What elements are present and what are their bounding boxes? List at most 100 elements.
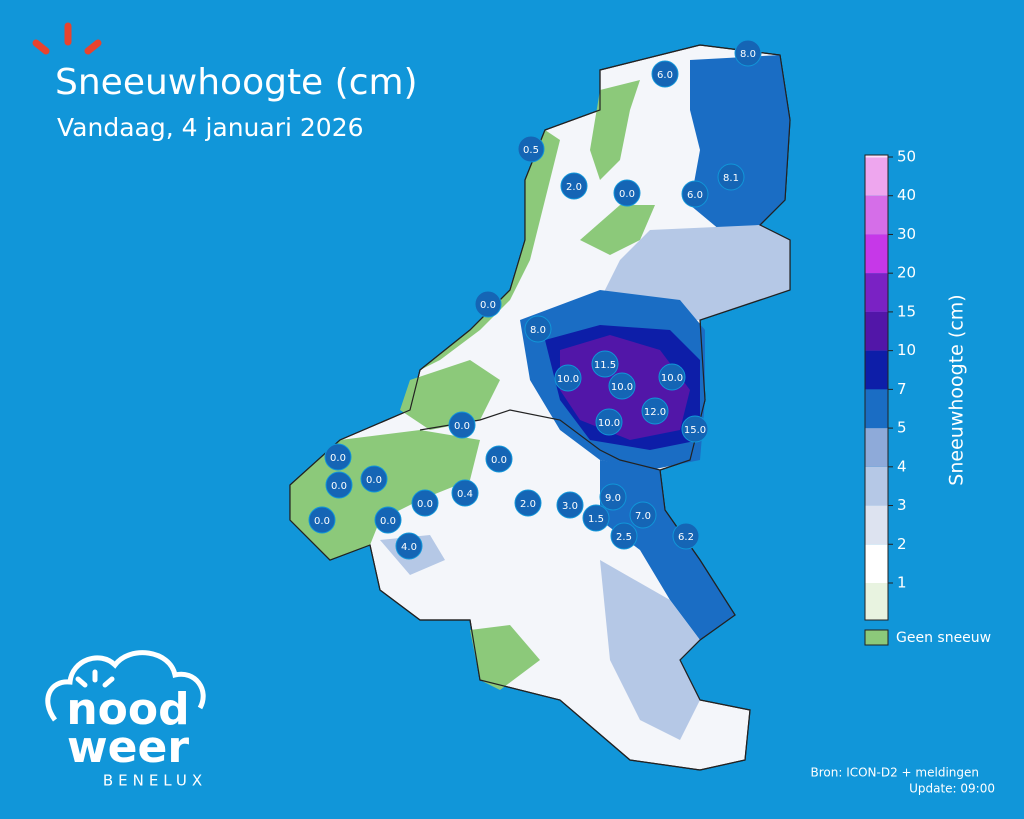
station-value: 0.0 [454,421,470,432]
station: 0.0 [613,179,641,207]
station-bubble [613,179,641,207]
station-bubble [610,522,638,550]
colorbar-frame [864,154,889,621]
colorbar-segment [865,350,888,390]
station: 8.0 [524,315,552,343]
colorbar-segment [865,583,888,620]
colorbar-top [865,155,888,158]
land-border [289,44,791,771]
legend: 1 2 3 4 5 7 10 15 20 30 40 50 [864,148,916,621]
station: 0.0 [325,471,353,499]
station: 8.0 [734,39,762,67]
colorbar-segment [865,428,888,467]
station-bubble [514,489,542,517]
station-bubble [360,465,388,493]
station-value: 0.0 [331,481,347,492]
station-bubble [734,39,762,67]
station-value: 0.0 [417,499,433,510]
no-snow-friesland [590,80,640,180]
brand-marks [32,22,102,55]
station-bubble [658,363,686,391]
station-value: 0.5 [523,145,539,156]
station-bubble [411,489,439,517]
colorbar-tick-label: 5 [897,419,907,437]
map [289,44,791,771]
station-bubble [517,135,545,163]
station-bubble [560,172,588,200]
colorbar-segment [865,466,888,506]
colorbar-tick-label: 30 [897,225,916,243]
legend-label: Sneeuwhoogte (cm) [946,294,968,485]
station-value: 2.0 [566,182,582,193]
snow-light-south [600,560,700,740]
station-value: 0.0 [619,189,635,200]
station-value: 12.0 [644,407,666,418]
colorbar-tick-label: 4 [897,457,907,475]
source: Bron: ICON-D2 + meldingen [810,766,979,780]
colorbar-tick-label: 20 [897,264,916,282]
colorbar-segment [865,505,888,545]
station: 0.0 [411,489,439,517]
station: 1.5 [582,504,610,532]
station: 3.0 [556,491,584,519]
station: 0.4 [451,479,479,507]
station-bubble [524,315,552,343]
no-snow-south-be [470,625,540,690]
station: 0.0 [308,506,336,534]
station: 0.0 [360,465,388,493]
station: 0.0 [474,290,502,318]
station-value: 6.0 [657,70,673,81]
station-value: 10.0 [598,418,620,429]
station: 12.0 [641,397,669,425]
station: 10.0 [658,363,686,391]
station-bubble [448,411,476,439]
station-bubble [308,506,336,534]
station-value: 7.0 [635,511,651,522]
colorbar-segment [865,311,888,351]
logo [45,650,206,722]
colorbar-segment [865,389,888,429]
snow-north-east [690,55,790,230]
station-bubble [324,443,352,471]
colorbar-tick-label: 10 [897,341,916,359]
no-snow-zeeland [400,360,500,430]
no-snow-flevoland [580,205,655,255]
station-value: 9.0 [605,493,621,504]
logo-cloud [45,650,206,722]
title: Sneeuwhoogte (cm) [55,62,418,103]
station-value: 0.0 [314,516,330,527]
station-value: 0.0 [491,455,507,466]
station-value: 10.0 [557,374,579,385]
station-value: 0.0 [330,453,346,464]
colorbar-tick-label: 7 [897,380,907,398]
station-bubble [608,372,636,400]
station: 6.2 [672,522,700,550]
station-bubble [556,491,584,519]
station: 9.0 [599,483,627,511]
station: 8.1 [717,163,745,191]
station: 11.5 [591,350,619,378]
station-value: 4.0 [401,542,417,553]
station-value: 0.0 [480,300,496,311]
station-bubble [717,163,745,191]
station: 0.0 [448,411,476,439]
colorbar-tick-label: 50 [897,148,916,166]
station: 10.0 [595,408,623,436]
nl-be-border [419,409,661,471]
station-bubble [595,408,623,436]
station-bubble [485,445,513,473]
logo-line2: weer [67,722,189,773]
station-value: 15.0 [684,425,706,436]
station-value: 6.2 [678,532,694,543]
colorbar-tick-label: 15 [897,302,916,320]
no-snow-swatch [864,629,889,646]
station-value: 6.0 [687,190,703,201]
station-bubble [672,522,700,550]
station-bubble [474,290,502,318]
station-bubble [641,397,669,425]
station: 7.0 [629,501,657,529]
station: 6.0 [651,60,679,88]
station: 0.0 [324,443,352,471]
logo-line1: nood [66,684,189,735]
